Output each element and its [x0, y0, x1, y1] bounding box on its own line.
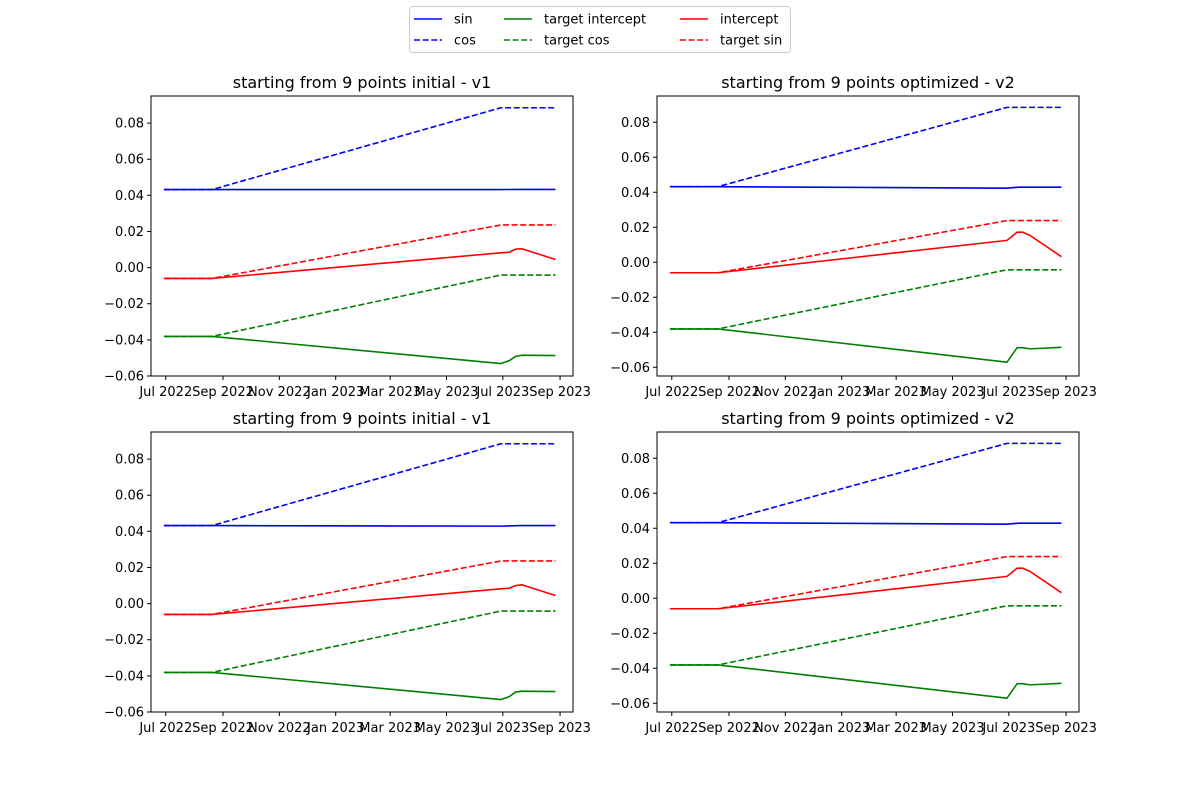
y-tick-label: 0.00	[621, 592, 650, 607]
legend-label: cos	[454, 34, 476, 49]
legend-label: target sin	[720, 34, 782, 49]
y-tick-label: 0.08	[621, 116, 650, 131]
y-tick-label: 0.08	[621, 452, 650, 467]
x-tick-label: Jul 2022	[644, 721, 698, 736]
subplot-title: starting from 9 points initial - v1	[233, 409, 492, 428]
legend-label: target cos	[544, 34, 610, 49]
y-tick-label: 0.02	[621, 557, 650, 572]
y-tick-label: 0.02	[621, 221, 650, 236]
y-tick-label: 0.02	[115, 225, 144, 240]
legend-label: intercept	[720, 13, 779, 28]
x-tick-label: Nov 2022	[754, 721, 817, 736]
x-tick-label: Jan 2023	[306, 721, 364, 736]
y-tick-label: 0.06	[115, 489, 144, 504]
x-tick-label: Sep 2023	[529, 721, 591, 736]
subplot-title: starting from 9 points initial - v1	[233, 73, 492, 92]
x-tick-label: Sep 2022	[698, 721, 760, 736]
x-tick-label: Mar 2023	[359, 385, 421, 400]
y-tick-label: −0.02	[104, 297, 144, 312]
x-tick-label: Mar 2023	[865, 385, 927, 400]
subplot-title: starting from 9 points optimized - v2	[721, 409, 1015, 428]
y-tick-label: −0.04	[610, 326, 650, 341]
x-tick-label: Jul 2023	[981, 721, 1035, 736]
y-tick-label: −0.04	[104, 669, 144, 684]
x-tick-label: Jul 2023	[981, 385, 1035, 400]
x-tick-label: Sep 2022	[192, 721, 254, 736]
y-tick-label: 0.08	[115, 117, 144, 132]
x-tick-label: Nov 2022	[248, 385, 311, 400]
y-tick-label: 0.00	[115, 597, 144, 612]
y-tick-label: −0.06	[610, 361, 650, 376]
y-tick-label: 0.06	[621, 487, 650, 502]
x-tick-label: Mar 2023	[865, 721, 927, 736]
x-tick-label: Nov 2022	[248, 721, 311, 736]
y-tick-label: −0.06	[610, 697, 650, 712]
subplot-title: starting from 9 points optimized - v2	[721, 73, 1015, 92]
y-tick-label: 0.08	[115, 453, 144, 468]
x-tick-label: Nov 2022	[754, 385, 817, 400]
y-tick-label: −0.02	[104, 633, 144, 648]
x-tick-label: Jan 2023	[306, 385, 364, 400]
x-tick-label: Jan 2023	[812, 721, 870, 736]
y-tick-label: 0.04	[115, 525, 144, 540]
y-tick-label: −0.02	[610, 627, 650, 642]
y-tick-label: 0.00	[115, 261, 144, 276]
y-tick-label: −0.06	[104, 706, 144, 721]
x-tick-label: Mar 2023	[359, 721, 421, 736]
x-tick-label: Jul 2022	[644, 385, 698, 400]
x-tick-label: Jul 2023	[475, 385, 529, 400]
x-tick-label: Sep 2023	[1035, 721, 1097, 736]
y-tick-label: 0.06	[115, 153, 144, 168]
y-tick-label: 0.04	[621, 186, 650, 201]
legend-label: sin	[454, 13, 473, 28]
series-line-sin	[164, 526, 556, 527]
y-tick-label: −0.02	[610, 291, 650, 306]
y-tick-label: −0.04	[610, 662, 650, 677]
x-tick-label: May 2023	[920, 385, 984, 400]
x-tick-label: Sep 2022	[192, 385, 254, 400]
y-tick-label: 0.02	[115, 561, 144, 576]
x-tick-label: Sep 2023	[529, 385, 591, 400]
x-tick-label: Jul 2023	[475, 721, 529, 736]
y-tick-label: 0.00	[621, 256, 650, 271]
x-tick-label: May 2023	[920, 721, 984, 736]
x-tick-label: May 2023	[414, 385, 478, 400]
x-tick-label: Jul 2022	[138, 385, 192, 400]
y-tick-label: −0.06	[104, 370, 144, 385]
y-tick-label: −0.04	[104, 333, 144, 348]
y-tick-label: 0.04	[621, 522, 650, 537]
legend: sin cos target intercept target cos intercep…	[410, 7, 791, 53]
x-tick-label: Jul 2022	[138, 721, 192, 736]
x-tick-label: Sep 2023	[1035, 385, 1097, 400]
x-tick-label: Jan 2023	[812, 385, 870, 400]
legend-label: target intercept	[544, 13, 646, 28]
y-tick-label: 0.06	[621, 151, 650, 166]
x-tick-label: May 2023	[414, 721, 478, 736]
x-tick-label: Sep 2022	[698, 385, 760, 400]
y-tick-label: 0.04	[115, 189, 144, 204]
